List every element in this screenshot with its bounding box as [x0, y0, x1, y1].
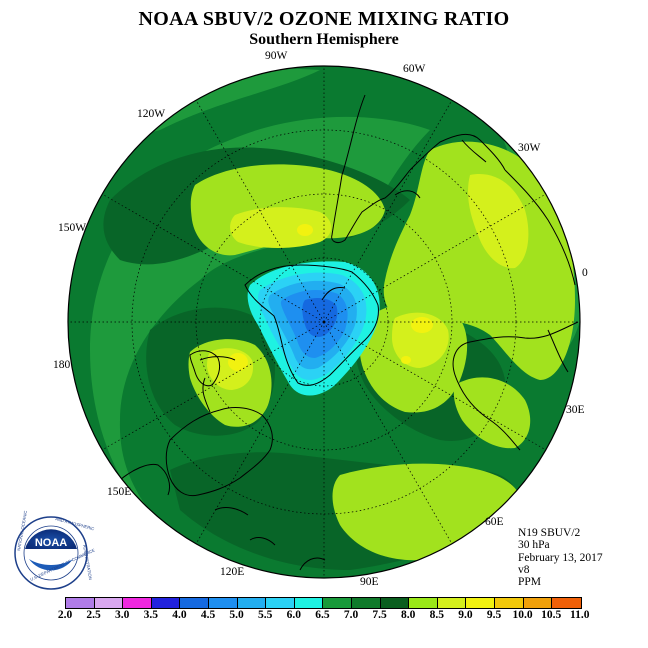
logo-text: NOAA — [35, 537, 67, 549]
info-block: N19 SBUV/2 30 hPa February 13, 2017 v8 P… — [518, 527, 603, 588]
colorbar-cell — [208, 598, 238, 608]
colorbar-cell — [266, 598, 295, 608]
lon-label-60w: 60W — [403, 63, 426, 75]
colorbar-cell — [151, 598, 181, 608]
colorbar-tick-label: 10.5 — [541, 609, 562, 621]
colorbar-cell — [180, 598, 209, 608]
lon-label-90w: 90W — [265, 50, 288, 62]
colorbar-cell — [66, 598, 95, 608]
colorbar-cell — [523, 598, 553, 608]
colorbar-cell — [409, 598, 438, 608]
colorbar-cell — [466, 598, 495, 608]
coastlines — [119, 94, 579, 571]
colorbar-tick-label: 7.5 — [372, 609, 387, 621]
lon-label-0: 0 — [582, 267, 588, 279]
colorbar-ticks: 2.0 2.5 3.0 3.5 4.0 4.5 5.0 5.5 6.0 6.5 7.0 7.5 8.0 8… — [58, 609, 590, 623]
svg-text:ADMINISTRATION: ADMINISTRATION — [82, 544, 93, 580]
lon-label-30e: 30E — [566, 404, 585, 416]
colorbar-tick-label: 4.5 — [200, 609, 216, 621]
ozone-field-8.0-c — [392, 312, 449, 368]
map-outline — [67, 65, 581, 579]
colorbar-cell — [380, 598, 410, 608]
colorbar-cell — [323, 598, 352, 608]
colorbar-tick-label: 2.5 — [86, 609, 101, 621]
ozone-field-4.0 — [302, 297, 338, 337]
lon-label-180: 180 — [53, 359, 71, 371]
ozone-field-7.5-f — [453, 377, 531, 449]
colorbar-cell — [94, 598, 124, 608]
colorbar-tick-label: 7.0 — [343, 609, 359, 621]
ozone-field-8.0-b — [467, 174, 529, 269]
lon-label-120e: 120E — [220, 566, 245, 578]
noaa-logo-icon: NOAA NATIONAL OCEANIC AND ATMOSPHERIC AD… — [14, 510, 96, 590]
colorbar-tick-label: 5.5 — [258, 609, 273, 621]
colorbar-cell — [123, 598, 152, 608]
info-units: PPM — [518, 576, 542, 589]
colorbar-cell — [437, 598, 467, 608]
colorbar-cell — [294, 598, 324, 608]
colorbar-cell — [351, 598, 381, 608]
colorbar-cell — [494, 598, 524, 608]
lon-label-30w: 30W — [518, 142, 541, 154]
colorbar-tick-label: 8.5 — [429, 609, 444, 621]
graticule — [68, 66, 580, 578]
colorbar-tick-label: 3.0 — [115, 609, 130, 621]
colorbar-tick-label: 9.0 — [458, 609, 473, 621]
info-date: February 13, 2017 — [518, 551, 603, 564]
colorbar — [65, 597, 582, 609]
ozone-field-7.5-b — [383, 141, 575, 380]
colorbar-tick-label: 3.5 — [143, 609, 158, 621]
ozone-field-8.0-a — [230, 207, 332, 248]
colorbar-tick-label: 5.0 — [229, 609, 244, 621]
colorbar-tick-label: 6.5 — [315, 609, 330, 621]
chart-subtitle: Southern Hemisphere — [249, 31, 399, 48]
info-level: 30 hPa — [518, 539, 550, 552]
colorbar-tick-label: 9.5 — [486, 609, 502, 621]
lon-label-150e: 150E — [107, 486, 132, 498]
colorbar-tick-label: 11.0 — [570, 609, 590, 621]
ozone-field-8.5-d — [401, 356, 411, 364]
info-satellite: N19 SBUV/2 — [518, 527, 581, 539]
lon-label-150w: 150W — [58, 222, 87, 234]
lon-label-120w: 120W — [137, 108, 166, 120]
svg-text:NATIONAL OCEANIC: NATIONAL OCEANIC — [16, 510, 28, 551]
colorbar-cell — [552, 598, 581, 608]
colorbar-tick-label: 10.0 — [512, 609, 533, 621]
ozone-field-8.5-a — [297, 224, 313, 236]
info-version: v8 — [518, 563, 530, 576]
colorbar-tick-label: 8.0 — [401, 609, 416, 621]
colorbar-tick-label: 4.0 — [172, 609, 187, 621]
colorbar-tick-label: 6.0 — [286, 609, 301, 621]
lon-label-90e: 90E — [360, 576, 379, 588]
chart-title: NOAA SBUV/2 OZONE MIXING RATIO — [138, 8, 510, 30]
ozone-field-8.5-c — [228, 353, 248, 371]
colorbar-tick-label: 2.0 — [57, 609, 73, 621]
ozone-field-8.5-b — [411, 317, 433, 333]
lon-label-60e: 60E — [485, 516, 504, 528]
colorbar-cell — [237, 598, 267, 608]
